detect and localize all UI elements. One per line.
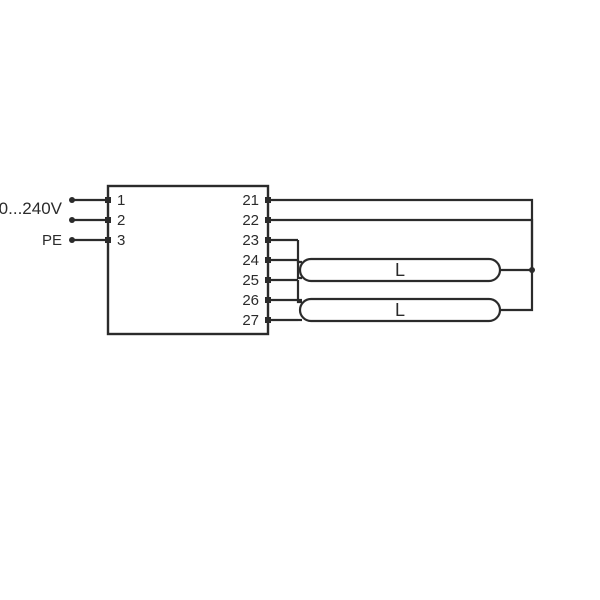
- terminal-marker: [265, 317, 271, 323]
- lamp-label: L: [395, 260, 405, 280]
- terminal-number-right: 24: [242, 252, 259, 269]
- junction-dot: [529, 267, 535, 273]
- terminal-number-right: 22: [242, 212, 259, 229]
- mains-dot: [69, 197, 75, 203]
- terminal-number-right: 25: [242, 272, 259, 289]
- terminal-number-left: 3: [117, 232, 125, 249]
- terminal-number-left: 2: [117, 212, 125, 229]
- terminal-marker: [265, 237, 271, 243]
- terminal-marker: [105, 197, 111, 203]
- pe-label: PE: [42, 232, 62, 249]
- mains-voltage-label: ~220...240V: [0, 199, 63, 218]
- terminal-marker: [105, 237, 111, 243]
- terminal-number-left: 1: [117, 192, 125, 209]
- terminal-marker: [265, 217, 271, 223]
- terminal-marker: [105, 217, 111, 223]
- terminal-marker: [265, 257, 271, 263]
- terminal-number-right: 23: [242, 232, 259, 249]
- terminal-number-right: 21: [242, 192, 259, 209]
- lamp-label: L: [395, 300, 405, 320]
- wiring-diagram: 12321222324252627~220...240VPELL: [0, 0, 600, 600]
- terminal-marker: [265, 297, 271, 303]
- terminal-number-right: 26: [242, 292, 259, 309]
- terminal-marker: [265, 277, 271, 283]
- terminal-number-right: 27: [242, 312, 259, 329]
- mains-dot: [69, 237, 75, 243]
- lamp-wire: [298, 240, 302, 262]
- terminal-marker: [265, 197, 271, 203]
- lamp-wire: [298, 280, 302, 302]
- mains-dot: [69, 217, 75, 223]
